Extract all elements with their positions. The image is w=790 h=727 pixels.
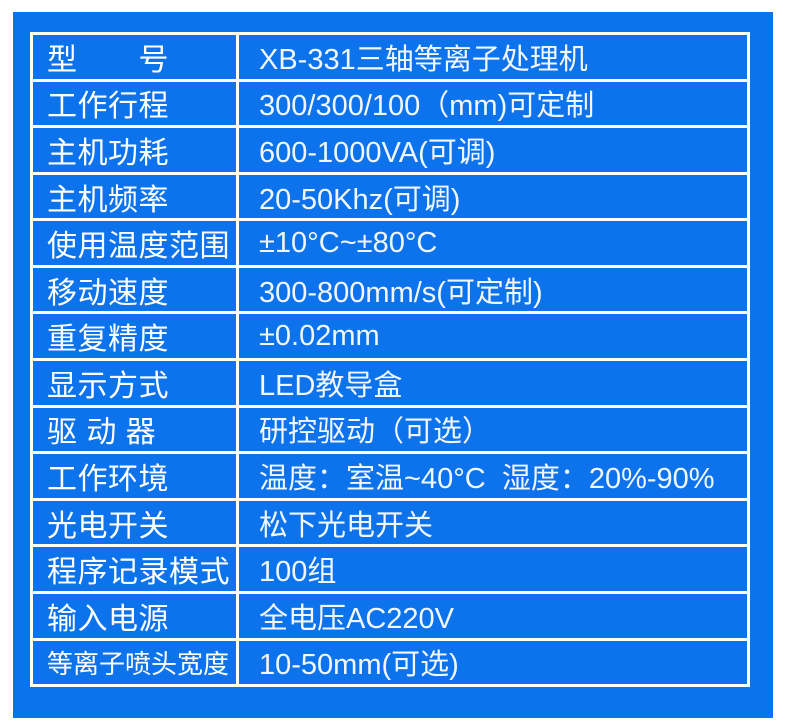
spec-panel: 型 号 XB-331三轴等离子处理机 工作行程 300/300/100（mm)可定制主… bbox=[13, 12, 773, 718]
table-row: 程序记录模式 100组 bbox=[33, 547, 747, 594]
spec-value-cell: 600-1000VA(可调) bbox=[259, 136, 496, 169]
spec-label-cell: 输入电源 bbox=[33, 593, 239, 638]
table-row: 光电开关 松下光电开关 bbox=[33, 500, 747, 548]
spec-label-cell: 程序记录模式 bbox=[33, 547, 239, 591]
table-row: 型 号 XB-331三轴等离子处理机 bbox=[33, 35, 747, 82]
spec-label-cell: 移动速度 bbox=[33, 267, 239, 312]
table-row: 工作环境 温度：室温~40°C 湿度：20%-90% bbox=[33, 454, 747, 501]
spec-label-cell: 使用温度范围 bbox=[33, 221, 239, 265]
table-row: 驱 动 器研控驱动（可选） bbox=[33, 407, 747, 455]
spec-label-cell: 工作环境 bbox=[33, 454, 239, 498]
spec-label-cell: 显示方式 bbox=[33, 361, 239, 405]
spec-value-cell: 20-50Khz(可调) bbox=[259, 183, 461, 216]
spec-value-cell: 研控驱动（可选） bbox=[259, 416, 492, 449]
spec-value-cell: 300-800mm/s(可定制) bbox=[259, 276, 543, 309]
table-row: 主机频率 20-50Khz(可调) bbox=[33, 174, 747, 222]
table-row: 输入电源 全电压AC220V bbox=[33, 593, 747, 641]
spec-value-cell: 温度：室温~40°C 湿度：20%-90% bbox=[259, 462, 715, 495]
spec-label-cell: 型 号 bbox=[33, 35, 239, 79]
spec-value-cell: LED教导盒 bbox=[259, 369, 403, 402]
spec-value-cell: 300/300/100（mm)可定制 bbox=[259, 90, 595, 123]
spec-label-cell: 等离子喷头宽度 bbox=[33, 640, 239, 685]
spec-label-cell: 主机频率 bbox=[33, 174, 239, 219]
table-row: 重复精度 ±0.02mm bbox=[33, 314, 747, 362]
spec-value-cell: 100组 bbox=[259, 556, 337, 589]
spec-value-cell: ±0.02mm bbox=[259, 319, 380, 352]
spec-value-cell: XB-331三轴等离子处理机 bbox=[259, 43, 588, 76]
table-row: 显示方式 LED教导盒 bbox=[33, 361, 747, 408]
spec-value-cell: 松下光电开关 bbox=[259, 509, 434, 542]
table-row: 等离子喷头宽度 10-50mm(可选) bbox=[33, 640, 747, 685]
spec-label-cell: 光电开关 bbox=[33, 500, 239, 545]
spec-value-cell: 10-50mm(可选) bbox=[259, 649, 459, 682]
spec-label-cell: 工作行程 bbox=[33, 81, 239, 126]
spec-value-cell: 全电压AC220V bbox=[259, 602, 455, 635]
spec-table: 型 号 XB-331三轴等离子处理机 工作行程 300/300/100（mm)可定制主… bbox=[30, 32, 750, 687]
spec-label-cell: 重复精度 bbox=[33, 314, 239, 359]
spec-label-cell: 驱 动 器 bbox=[33, 407, 239, 452]
table-row: 使用温度范围 ±10°C~±80°C bbox=[33, 221, 747, 268]
table-row: 工作行程 300/300/100（mm)可定制 bbox=[33, 81, 747, 129]
spec-value-cell: ±10°C~±80°C bbox=[259, 226, 438, 259]
table-row: 移动速度 300-800mm/s(可定制) bbox=[33, 267, 747, 315]
table-row: 主机功耗 600-1000VA(可调) bbox=[33, 128, 747, 175]
spec-label-cell: 主机功耗 bbox=[33, 128, 239, 172]
